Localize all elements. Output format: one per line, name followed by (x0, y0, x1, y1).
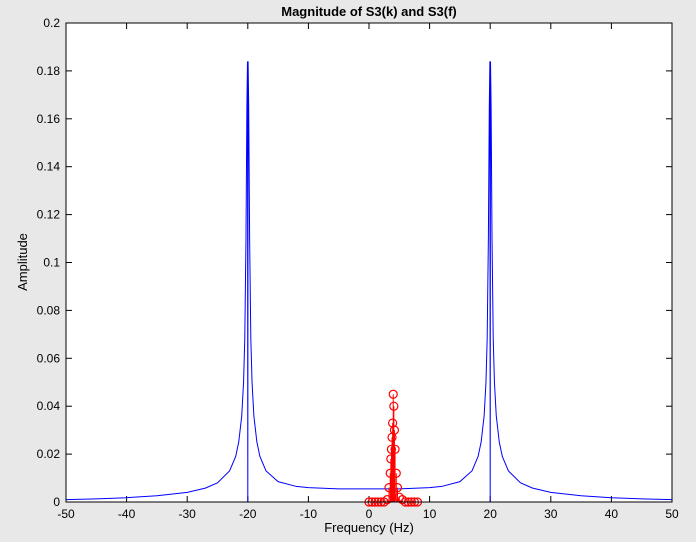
y-tick-label: 0.08 (37, 303, 61, 317)
y-tick-label: 0.06 (37, 351, 61, 365)
stem-marker (389, 425, 400, 435)
stem-marker (392, 483, 403, 493)
x-tick-label: -30 (179, 507, 197, 521)
y-tick-label: 0.1 (43, 256, 60, 270)
chart-title: Magnitude of S3(k) and S3(f) (281, 4, 457, 19)
data-line (65, 61, 673, 503)
stem-marker (394, 492, 404, 502)
y-tick-label: 0.14 (37, 160, 61, 174)
y-tick-label: 0.2 (43, 16, 60, 30)
x-tick-label: -10 (300, 507, 318, 521)
stem-marker (388, 389, 398, 399)
x-tick-label: -20 (239, 507, 257, 521)
stem-marker (397, 495, 407, 505)
stem-marker (389, 401, 399, 411)
y-tick-label: 0.02 (37, 447, 61, 461)
y-tick-label: 0.12 (37, 208, 61, 222)
y-axis-label: Amplitude (15, 233, 30, 291)
x-tick-label: 50 (665, 507, 679, 521)
y-tick-label: 0 (53, 495, 60, 509)
x-tick-label: -50 (57, 507, 75, 521)
y-tick-label: 0.04 (37, 399, 61, 413)
stem-marker (391, 468, 401, 478)
x-axis-label: Frequency (Hz) (324, 520, 414, 535)
y-tick-label: 0.18 (37, 64, 61, 78)
stem-marker (390, 444, 400, 454)
x-tick-label: 30 (544, 507, 558, 521)
axes-box (65, 22, 673, 503)
x-tick-label: -40 (118, 507, 136, 521)
x-tick-label: 40 (605, 507, 619, 521)
x-tick-label: 10 (423, 507, 437, 521)
plot-area (66, 23, 672, 502)
y-tick-label: 0.16 (37, 112, 61, 126)
x-tick-label: 20 (484, 507, 498, 521)
x-tick-label: 0 (366, 507, 373, 521)
